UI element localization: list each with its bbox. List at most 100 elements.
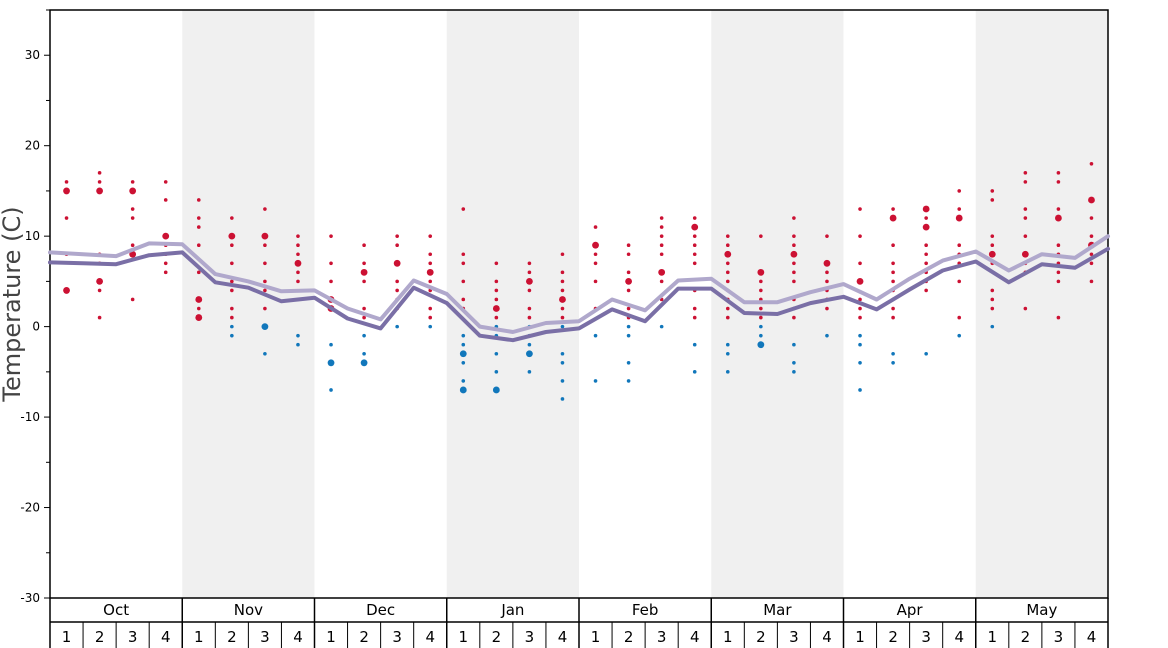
y-tick-label: 10	[25, 229, 40, 243]
warm-point	[1056, 279, 1061, 284]
warm-point	[924, 216, 928, 220]
cold-point	[296, 342, 300, 347]
cold-point	[230, 333, 234, 338]
warm-point	[924, 261, 928, 266]
warm-point	[724, 250, 732, 258]
warm-point	[891, 270, 895, 275]
warm-point	[757, 268, 765, 276]
warm-point	[891, 315, 895, 320]
cold-point	[858, 333, 862, 338]
cold-point	[825, 333, 829, 338]
warm-point	[196, 225, 201, 229]
warm-point	[230, 306, 234, 311]
cold-point	[428, 324, 433, 329]
warm-point	[626, 288, 631, 293]
warm-point	[130, 180, 135, 184]
warm-point	[494, 315, 499, 320]
warm-point	[329, 261, 333, 266]
cold-point	[527, 342, 532, 347]
y-tick-label: 30	[25, 48, 40, 62]
warm-point	[494, 279, 499, 284]
warm-point	[263, 243, 267, 247]
warm-point	[922, 205, 930, 213]
warm-point	[362, 243, 366, 247]
warm-point	[691, 223, 699, 231]
warm-point	[329, 234, 333, 238]
warm-point	[924, 252, 928, 257]
warm-point	[162, 232, 170, 240]
warm-point	[957, 315, 962, 320]
week-label: 3	[657, 628, 667, 646]
warm-point	[362, 261, 366, 266]
month-band-may	[975, 10, 1108, 598]
warm-point	[96, 187, 103, 195]
warm-point	[97, 315, 102, 320]
warm-point	[990, 306, 995, 311]
y-tick-label: 20	[25, 139, 40, 153]
week-label: 4	[293, 628, 303, 646]
week-label: 2	[624, 628, 634, 646]
warm-point	[823, 259, 831, 267]
week-label: 2	[95, 628, 105, 646]
warm-point	[130, 216, 135, 220]
cold-point	[560, 397, 565, 401]
warm-point	[692, 315, 697, 320]
warm-point	[129, 250, 137, 258]
warm-point	[692, 243, 697, 247]
warm-point	[626, 252, 631, 257]
warm-point	[1056, 243, 1061, 247]
cold-point	[526, 350, 533, 358]
cold-point	[461, 379, 466, 383]
warm-point	[428, 234, 433, 238]
warm-point	[296, 234, 300, 238]
warm-point	[792, 315, 796, 320]
warm-point	[296, 279, 300, 284]
month-label-apr: Apr	[897, 601, 924, 619]
month-band-jan	[446, 10, 579, 598]
warm-point	[362, 315, 366, 320]
warm-point	[1089, 161, 1094, 166]
cold-point	[990, 324, 995, 329]
warm-point	[461, 297, 466, 302]
cold-point	[957, 333, 962, 338]
warm-point	[163, 261, 168, 266]
warm-point	[494, 297, 499, 302]
warm-point	[63, 187, 70, 195]
warm-point	[296, 243, 300, 247]
week-label: 2	[1021, 628, 1031, 646]
warm-point	[1023, 171, 1028, 175]
week-label: 2	[227, 628, 237, 646]
warm-point	[296, 252, 300, 257]
warm-point	[1056, 180, 1061, 184]
warm-point	[593, 225, 598, 229]
week-label: 1	[62, 628, 72, 646]
warm-point	[196, 270, 201, 275]
warm-point	[659, 234, 664, 238]
warm-point	[195, 296, 203, 303]
warm-point	[856, 277, 864, 285]
week-label: 3	[260, 628, 270, 646]
cold-point	[759, 324, 763, 329]
warm-point	[461, 207, 466, 211]
week-label: 1	[723, 628, 733, 646]
warm-point	[230, 216, 234, 220]
warm-point	[163, 198, 168, 202]
warm-point	[725, 243, 730, 247]
warm-point	[957, 279, 962, 284]
month-label-jan: Jan	[500, 601, 524, 619]
warm-point	[625, 277, 632, 285]
warm-point	[97, 180, 102, 184]
warm-point	[725, 261, 730, 266]
week-label: 2	[492, 628, 502, 646]
warm-point	[692, 261, 697, 266]
cold-point	[858, 361, 862, 365]
warm-point	[195, 314, 203, 321]
warm-point	[891, 207, 895, 211]
month-label-dec: Dec	[366, 601, 395, 619]
warm-point	[294, 259, 302, 267]
warm-point	[263, 261, 267, 266]
cold-point	[593, 333, 598, 338]
week-label: 1	[326, 628, 336, 646]
warm-point	[957, 207, 962, 211]
warm-point	[527, 288, 532, 293]
